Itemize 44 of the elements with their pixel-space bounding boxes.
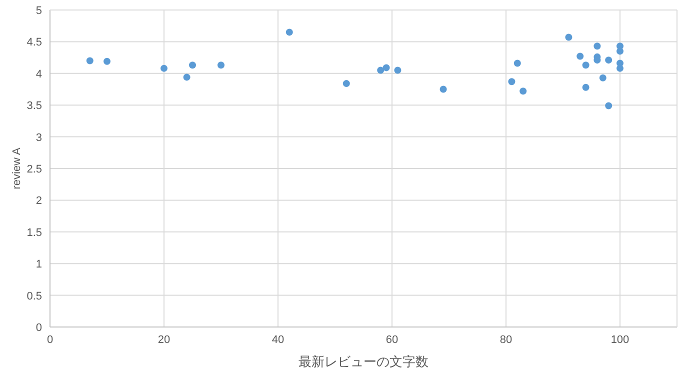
- y-tick-label: 1.5: [26, 226, 42, 239]
- point: [160, 64, 168, 72]
- x-tick-label: 20: [158, 334, 170, 346]
- x-tick-label: 60: [386, 334, 398, 346]
- point: [582, 62, 590, 69]
- point: [576, 52, 584, 60]
- point: [342, 80, 350, 88]
- point: [440, 86, 447, 93]
- y-tick-label: 3.5: [26, 100, 42, 112]
- y-tick-label: 4.5: [26, 36, 42, 49]
- point: [218, 62, 224, 69]
- x-tick-label: 100: [610, 334, 630, 346]
- point: [514, 60, 521, 67]
- y-tick-label: 1: [36, 258, 42, 271]
- point: [565, 34, 572, 41]
- y-tick-label: 0: [36, 322, 42, 334]
- x-tick-label: 40: [272, 334, 284, 346]
- point: [616, 48, 624, 55]
- point: [605, 56, 612, 64]
- point: [594, 42, 601, 50]
- point: [605, 102, 612, 110]
- point: [377, 66, 384, 74]
- y-tick-label: 4: [36, 68, 42, 80]
- point: [104, 58, 110, 65]
- y-tick-label: 3: [36, 132, 42, 144]
- y-tick-label: 2: [36, 195, 42, 208]
- point: [86, 57, 94, 64]
- point: [599, 74, 606, 82]
- point: [382, 64, 390, 72]
- point: [183, 74, 190, 81]
- x-tick-label: 0: [46, 334, 54, 346]
- point: [616, 64, 624, 72]
- point: [394, 66, 402, 74]
- y-tick-label: 2.5: [26, 164, 42, 176]
- point: [582, 84, 590, 91]
- x-axis-title: 最新レビューの文字数: [298, 354, 428, 369]
- point: [189, 62, 196, 69]
- y-tick-label: 0.5: [26, 290, 42, 302]
- y-axis-title: review A: [11, 147, 23, 190]
- point: [508, 78, 516, 86]
- y-tick-label: 5: [36, 5, 42, 17]
- x-tick-label: 80: [500, 334, 512, 346]
- point: [286, 28, 293, 36]
- point: [520, 88, 527, 95]
